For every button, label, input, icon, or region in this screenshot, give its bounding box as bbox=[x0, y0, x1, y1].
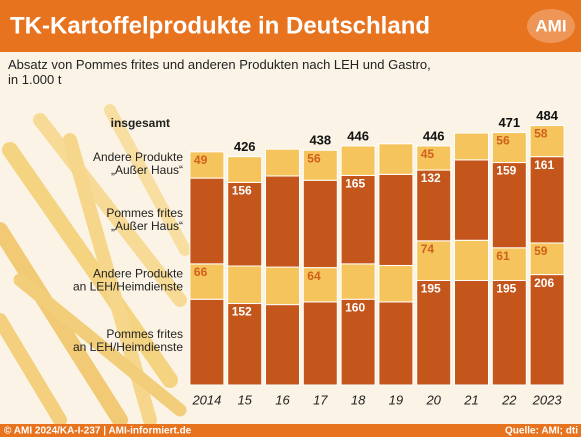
bar-segment bbox=[303, 180, 337, 267]
total-label: 446 bbox=[347, 128, 369, 143]
bar-segment bbox=[190, 178, 224, 264]
x-tick-label: 22 bbox=[501, 392, 517, 407]
total-label: 426 bbox=[234, 139, 256, 154]
value-label: 64 bbox=[307, 269, 321, 283]
bar-segment bbox=[455, 240, 489, 280]
bar-segment bbox=[379, 174, 413, 265]
x-tick-label: 18 bbox=[351, 392, 366, 407]
x-tick-label: 20 bbox=[425, 392, 441, 407]
value-label: 74 bbox=[421, 242, 435, 256]
footer-right: Quelle: AMI; dti bbox=[505, 426, 578, 437]
bar-segment bbox=[379, 144, 413, 175]
footer-left: © AMI 2024/KA-I-237 | AMI-informiert.de bbox=[4, 426, 192, 437]
total-label: insgesamt bbox=[111, 116, 170, 130]
bar-segment bbox=[228, 266, 262, 304]
bar-segment bbox=[266, 267, 300, 305]
value-label: 160 bbox=[345, 300, 365, 314]
total-label: 446 bbox=[423, 128, 445, 143]
chart-title: TK-Kartoffelprodukte in Deutschland bbox=[10, 12, 430, 39]
logo: AMI bbox=[535, 16, 566, 35]
value-label: 159 bbox=[496, 164, 516, 178]
bar-segment bbox=[266, 176, 300, 267]
x-tick-label: 2014 bbox=[191, 392, 221, 407]
bar-segment bbox=[303, 302, 337, 385]
bar-segment bbox=[530, 275, 564, 385]
value-label: 58 bbox=[534, 127, 548, 141]
bar-segment bbox=[492, 280, 526, 385]
value-label: 49 bbox=[194, 153, 208, 167]
value-label: 165 bbox=[345, 177, 365, 191]
bar-segment bbox=[455, 160, 489, 240]
x-tick-label: 15 bbox=[237, 392, 252, 407]
value-label: 56 bbox=[496, 134, 510, 148]
bar-segment bbox=[190, 299, 224, 385]
x-tick-label: 16 bbox=[275, 392, 290, 407]
value-label: 45 bbox=[421, 147, 435, 161]
bar-segment bbox=[455, 133, 489, 160]
value-label: 132 bbox=[421, 171, 441, 185]
value-label: 56 bbox=[307, 151, 321, 165]
value-label: 195 bbox=[496, 282, 516, 296]
x-tick-label: 21 bbox=[463, 392, 478, 407]
value-label: 59 bbox=[534, 244, 548, 258]
total-label: 484 bbox=[536, 108, 558, 123]
legend-label: Pommes frites„Außer Haus“ bbox=[106, 206, 183, 233]
value-label: 156 bbox=[232, 184, 252, 198]
value-label: 161 bbox=[534, 158, 554, 172]
bar-segment bbox=[266, 305, 300, 385]
x-tick-label: 2023 bbox=[532, 392, 563, 407]
value-label: 61 bbox=[496, 249, 510, 263]
value-label: 206 bbox=[534, 276, 554, 290]
bar-segment bbox=[417, 280, 451, 385]
bar-segment bbox=[455, 280, 489, 385]
value-label: 195 bbox=[421, 282, 441, 296]
bar-segment bbox=[379, 302, 413, 385]
bar-segment bbox=[341, 264, 375, 299]
bar-segment bbox=[228, 157, 262, 183]
bar-segment bbox=[379, 265, 413, 301]
bar-segment bbox=[341, 146, 375, 175]
value-label: 66 bbox=[194, 265, 208, 279]
x-tick-label: 17 bbox=[313, 392, 328, 407]
value-label: 152 bbox=[232, 305, 252, 319]
chart: TK-Kartoffelprodukte in Deutschland AMI … bbox=[0, 0, 581, 437]
bar-segment bbox=[266, 149, 300, 176]
total-label: 471 bbox=[498, 115, 520, 130]
x-tick-label: 19 bbox=[389, 392, 403, 407]
total-label: 438 bbox=[309, 133, 331, 148]
